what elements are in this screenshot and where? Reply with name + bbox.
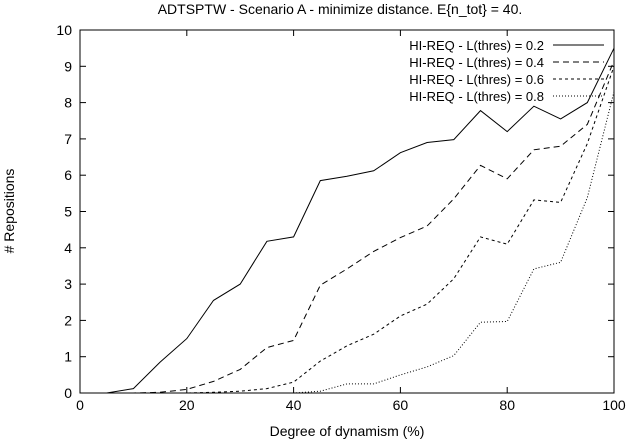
x-tick-label: 40 <box>286 397 302 413</box>
series-line-1 <box>80 47 615 394</box>
y-tick-label: 1 <box>64 349 72 365</box>
series-lines <box>80 47 615 394</box>
series-line-4 <box>80 91 615 394</box>
y-tick-label: 2 <box>64 312 72 328</box>
y-tick-label: 3 <box>64 276 72 292</box>
y-axis-label: # Repositions <box>1 169 17 254</box>
x-tick-label: 60 <box>393 397 409 413</box>
legend-label: HI-REQ - L(thres) = 0.6 <box>409 72 544 87</box>
y-tick-label: 7 <box>64 131 72 147</box>
x-tick-label: 80 <box>499 397 515 413</box>
legend-label: HI-REQ - L(thres) = 0.2 <box>409 38 544 53</box>
x-tick-label: 100 <box>602 397 626 413</box>
y-tick-label: 8 <box>64 95 72 111</box>
legend: HI-REQ - L(thres) = 0.2 HI-REQ - L(thres)… <box>409 38 604 104</box>
x-tick-label: 0 <box>76 397 84 413</box>
x-tick-label: 20 <box>179 397 195 413</box>
y-tick-label: 9 <box>64 58 72 74</box>
x-axis-label: Degree of dynamism (%) <box>270 423 425 439</box>
y-tick-label: 4 <box>64 240 72 256</box>
legend-label: HI-REQ - L(thres) = 0.8 <box>409 89 544 104</box>
y-tick-label: 0 <box>64 385 72 401</box>
legend-label: HI-REQ - L(thres) = 0.4 <box>409 55 544 70</box>
series-line-2 <box>80 60 615 394</box>
series-line-3 <box>80 66 615 394</box>
y-tick-label: 10 <box>56 22 72 38</box>
y-tick-label: 5 <box>64 204 72 220</box>
y-tick-label: 6 <box>64 167 72 183</box>
chart-title: ADTSPTW - Scenario A - minimize distance… <box>158 1 523 17</box>
